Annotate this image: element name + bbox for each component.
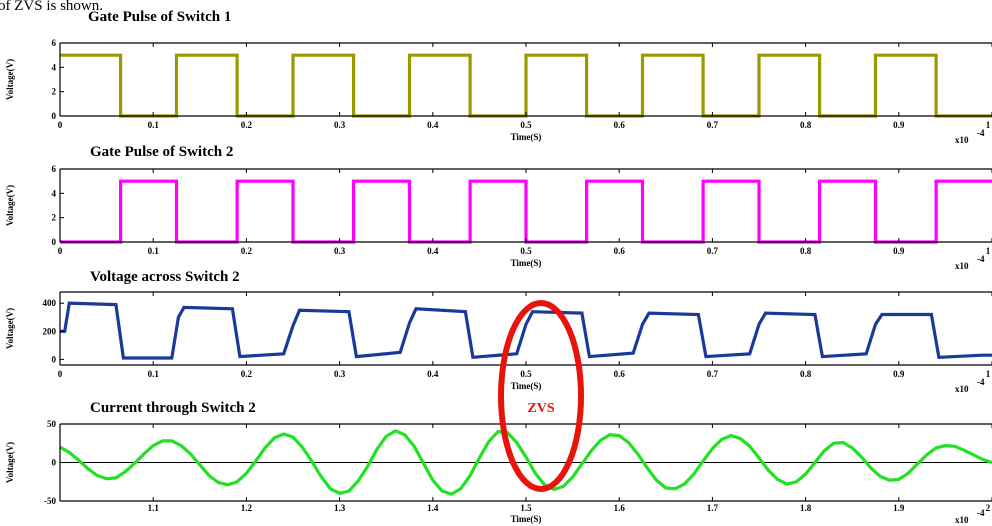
y-tick-label: 0 [52, 458, 57, 468]
x-exponent-label: x10 [955, 384, 969, 394]
x-tick-label: 0.7 [707, 369, 719, 379]
x-tick-label: 0 [58, 369, 63, 379]
panel-current-through-switch-2: Current through Switch 2 1.1 1.2 1.3 1.4 1.5 1… [5, 400, 992, 525]
x-tick-label: 0.5 [520, 120, 532, 130]
x-tick-label: 1.8 [800, 503, 812, 513]
x-axis-label: Time(S) [511, 514, 542, 524]
x-tick-label: 0.8 [800, 120, 812, 130]
x-tick-label: 0.1 [148, 120, 160, 130]
y-tick-label: 6 [52, 38, 57, 48]
x-axis-label: Time(S) [511, 132, 542, 142]
y-tick-label: -50 [44, 496, 56, 506]
x-tick-label: 0.3 [334, 369, 346, 379]
x-tick-label: 1.7 [707, 503, 719, 513]
x-axis-label: Time(S) [511, 381, 542, 391]
y-tick-label: 0 [52, 354, 57, 364]
y-tick-label: 2 [52, 87, 57, 97]
x-tick-label: 0.6 [614, 246, 626, 256]
x-tick-label: 1 [986, 120, 991, 130]
x-tick-label: 0.1 [148, 369, 160, 379]
x-tick-label: 1.2 [241, 503, 253, 513]
x-exponent-label: x10 [955, 261, 969, 271]
x-tick-label: 0.9 [893, 369, 905, 379]
y-tick-label: 400 [43, 298, 57, 308]
y-axis-label: Voltage(V) [5, 308, 15, 349]
y-axis-label: Voltage(V) [5, 442, 15, 483]
x-tick-label: 0.3 [334, 246, 346, 256]
y-tick-label: 4 [52, 188, 57, 198]
x-tick-label: 0.6 [614, 369, 626, 379]
y-tick-label: 4 [52, 62, 57, 72]
x-axis-label: Time(S) [511, 258, 542, 268]
panel-gate-pulse-of-switch-1: Gate Pulse of Switch 1 0 0.1 0.2 0.3 0.4 0.5 0.… [5, 9, 992, 145]
x-exponent-label: x10 [955, 135, 969, 145]
x-tick-label: 0.3 [334, 120, 346, 130]
x-tick-label: 0.4 [427, 120, 439, 130]
x-tick-label: 0.8 [800, 246, 812, 256]
x-tick-label: 0.5 [520, 369, 532, 379]
x-tick-label: 0.2 [241, 246, 253, 256]
y-axis-label: Voltage(V) [5, 59, 15, 100]
zvs-highlight-ellipse [498, 300, 584, 492]
zvs-label: ZVS [527, 401, 554, 416]
x-tick-label: 1.3 [334, 503, 346, 513]
x-tick-label: 0.7 [707, 120, 719, 130]
y-tick-label: 50 [47, 419, 57, 429]
x-tick-label: 1.9 [893, 503, 905, 513]
chart-title: Gate Pulse of Switch 1 [88, 9, 231, 25]
x-tick-label: 0.9 [893, 120, 905, 130]
x-tick-label: 0.4 [427, 246, 439, 256]
x-tick-label: 2 [986, 503, 991, 513]
chart-title: Current through Switch 2 [90, 400, 256, 416]
x-exponent-superscript: -4 [977, 128, 985, 138]
x-tick-label: 0.5 [520, 246, 532, 256]
panel-voltage-across-switch-2: Voltage across Switch 2 0 0.1 0.2 0.3 0.4 0.5 0… [5, 269, 992, 394]
chart-title: Gate Pulse of Switch 2 [90, 144, 233, 160]
x-tick-label: 1.5 [520, 503, 532, 513]
y-tick-label: 6 [52, 164, 57, 174]
series-line [60, 301, 992, 360]
x-tick-label: 0.9 [893, 246, 905, 256]
chart-title: Voltage across Switch 2 [90, 269, 240, 285]
x-tick-label: 1 [986, 369, 991, 379]
x-tick-label: 0.8 [800, 369, 812, 379]
x-tick-label: 1.4 [427, 503, 439, 513]
y-tick-label: 0 [52, 237, 57, 247]
x-tick-label: 0 [58, 120, 63, 130]
x-tick-label: 0.4 [427, 369, 439, 379]
y-tick-label: 200 [43, 326, 57, 336]
x-exponent-label: x10 [955, 515, 969, 525]
y-axis-label: Voltage(V) [5, 185, 15, 226]
series-line [60, 53, 992, 118]
x-tick-label: 1.6 [614, 503, 626, 513]
y-tick-label: 2 [52, 213, 57, 223]
x-tick-label: 1.1 [148, 503, 160, 513]
panel-gate-pulse-of-switch-2: Gate Pulse of Switch 2 0 0.1 0.2 0.3 0.4 0.5 0.… [5, 144, 992, 271]
x-tick-label: 1 [986, 246, 991, 256]
x-exponent-superscript: -4 [977, 254, 985, 264]
y-tick-label: 0 [52, 111, 57, 121]
series-line [60, 179, 992, 244]
x-tick-label: 0.2 [241, 369, 253, 379]
x-exponent-superscript: -4 [977, 377, 985, 387]
x-tick-label: 0 [58, 246, 63, 256]
x-tick-label: 0.7 [707, 246, 719, 256]
x-tick-label: 0.1 [148, 246, 160, 256]
x-tick-label: 0.2 [241, 120, 253, 130]
x-exponent-superscript: -4 [977, 508, 985, 518]
x-tick-label: 0.6 [614, 120, 626, 130]
caption-fragment: of ZVS is shown. [0, 0, 103, 14]
series-line [59, 429, 992, 496]
